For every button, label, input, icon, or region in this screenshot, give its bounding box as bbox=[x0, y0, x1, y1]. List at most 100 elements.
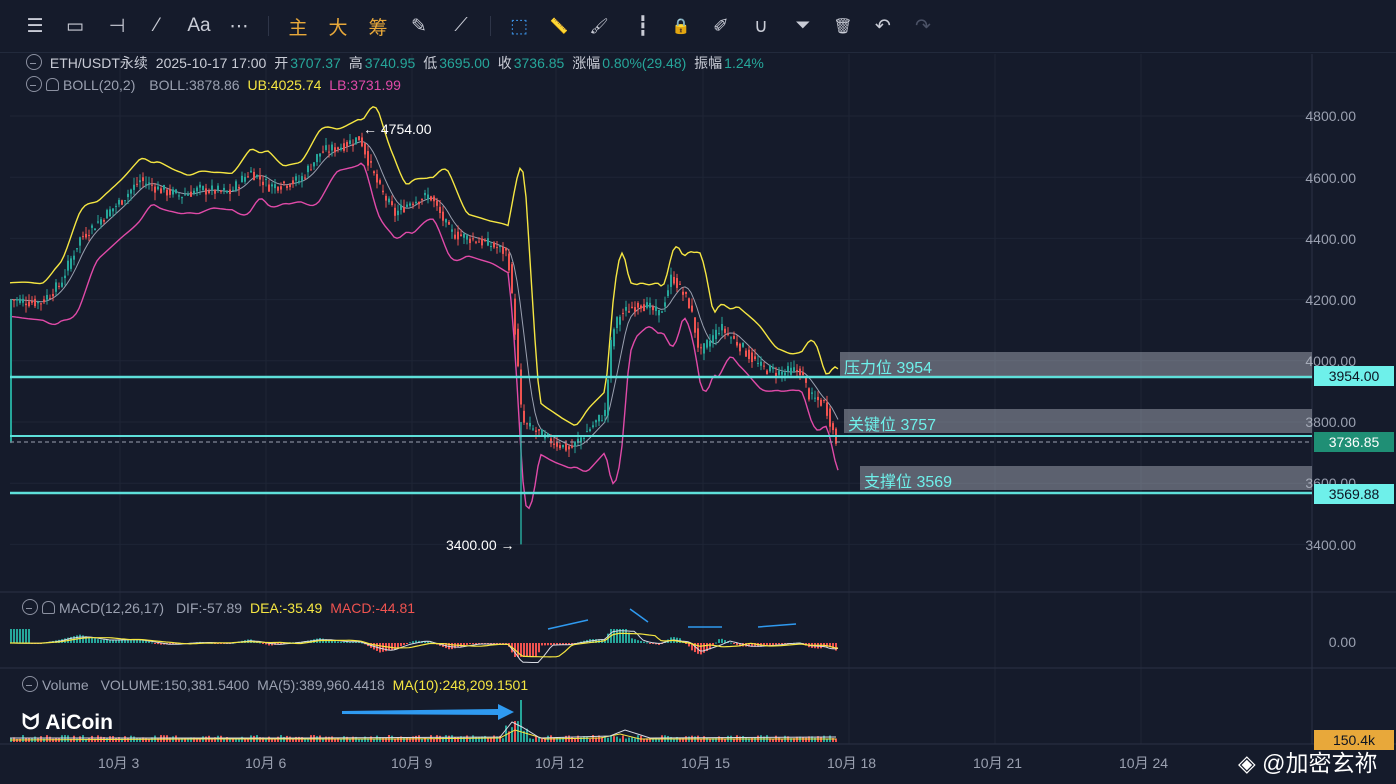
alert-bell-icon[interactable] bbox=[42, 601, 55, 614]
candle-body bbox=[43, 299, 45, 303]
high-label: 高 bbox=[348, 55, 363, 71]
macd-bar bbox=[145, 640, 147, 643]
macd-bar bbox=[619, 629, 621, 643]
edit-chart-icon[interactable]: ✎ bbox=[411, 15, 427, 37]
chip-distribution-button[interactable]: 筹 bbox=[368, 17, 388, 39]
volume-bar bbox=[832, 738, 834, 742]
macd-bar bbox=[106, 639, 108, 643]
volume-bar bbox=[442, 737, 444, 742]
macd-bar bbox=[136, 639, 138, 643]
candle-body bbox=[448, 221, 450, 225]
candle-body bbox=[361, 137, 363, 147]
rectangle-tool-icon[interactable]: ▭ bbox=[66, 15, 84, 37]
candle-body bbox=[169, 189, 171, 195]
candle-body bbox=[676, 278, 678, 288]
candle-body bbox=[220, 190, 222, 192]
candle-body bbox=[637, 302, 639, 308]
candle-body bbox=[433, 196, 435, 202]
candle-body bbox=[541, 429, 543, 436]
ruler-icon[interactable]: 📏 bbox=[549, 18, 569, 35]
big-order-button[interactable]: 大 bbox=[328, 17, 348, 39]
candle-body bbox=[310, 169, 312, 171]
macd-bar bbox=[556, 643, 558, 646]
trend-arrow bbox=[547, 619, 589, 630]
note-icon[interactable]: ✐ bbox=[713, 15, 729, 37]
candle-body bbox=[526, 423, 528, 425]
volume-bar bbox=[61, 735, 63, 742]
macd-bar bbox=[409, 642, 411, 644]
redo-icon[interactable]: ↷ bbox=[915, 15, 931, 37]
candle-body bbox=[430, 196, 432, 201]
volume-bar bbox=[238, 737, 240, 742]
visibility-toggle-icon[interactable] bbox=[26, 76, 42, 92]
candle-body bbox=[538, 429, 540, 431]
candlestick-icon[interactable]: ┇ bbox=[637, 15, 649, 37]
visibility-toggle-icon[interactable] bbox=[22, 599, 38, 615]
change-value: 0.80%(29.48) bbox=[602, 55, 687, 71]
undo-icon[interactable]: ↶ bbox=[875, 15, 891, 37]
macd-bar bbox=[265, 643, 267, 645]
candle-body bbox=[151, 184, 153, 186]
candle-body bbox=[811, 392, 813, 394]
candle-body bbox=[475, 241, 477, 243]
filter-icon[interactable]: ⏷ bbox=[795, 15, 811, 36]
magnet-icon[interactable]: ∪ bbox=[754, 15, 768, 37]
macd-bar bbox=[736, 643, 738, 646]
volume-bar bbox=[652, 738, 654, 742]
trend-line-tool-icon[interactable]: ⁄ bbox=[155, 15, 159, 36]
volume-bar bbox=[64, 735, 66, 742]
candle-body bbox=[718, 332, 720, 334]
text-tool-icon[interactable]: Aa bbox=[187, 15, 211, 36]
volume-bar bbox=[481, 736, 483, 742]
alert-bell-icon[interactable] bbox=[46, 78, 59, 91]
volume-bar bbox=[229, 737, 231, 742]
candle-body bbox=[124, 200, 126, 202]
candle-body bbox=[346, 142, 348, 147]
candle-body bbox=[562, 444, 564, 448]
menu-icon[interactable]: ☰ bbox=[26, 15, 44, 37]
candle-body bbox=[193, 190, 195, 194]
visibility-toggle-icon[interactable] bbox=[26, 54, 42, 70]
ruler-line-icon[interactable]: ⟋ bbox=[454, 15, 468, 36]
macd-bar bbox=[139, 639, 141, 643]
candle-body bbox=[520, 369, 522, 405]
volume-bar bbox=[733, 738, 735, 742]
volume-bar bbox=[781, 738, 783, 742]
key-level-box[interactable]: 关键位 3757 bbox=[844, 409, 1312, 434]
brush-icon[interactable]: 🖌 bbox=[589, 18, 609, 35]
lock-icon[interactable]: 🔒 bbox=[671, 18, 691, 35]
candle-body bbox=[757, 362, 759, 364]
volume-bar bbox=[535, 736, 537, 742]
volume-bar bbox=[292, 738, 294, 742]
more-icon[interactable]: ⋯ bbox=[229, 15, 249, 37]
candle-body bbox=[664, 302, 666, 307]
select-tool-icon[interactable]: ⬚ bbox=[510, 15, 528, 37]
horizontal-line-tool-icon[interactable]: ⊣ bbox=[108, 15, 126, 37]
volume-bar bbox=[385, 737, 387, 742]
volume-bar bbox=[337, 737, 339, 742]
candle-body bbox=[271, 184, 273, 187]
volume-bar bbox=[679, 737, 681, 742]
visibility-toggle-icon[interactable] bbox=[22, 676, 38, 692]
macd-bar bbox=[328, 639, 330, 643]
macd-bar bbox=[346, 641, 348, 643]
trend-arrow bbox=[757, 623, 797, 628]
candle-body bbox=[307, 165, 309, 173]
macd-bar bbox=[826, 643, 828, 647]
price-tick: 3400.00 bbox=[1305, 537, 1356, 553]
volume-bar bbox=[262, 737, 264, 742]
high-price-marker: ← 4754.00 bbox=[363, 121, 432, 137]
main-indicator-button[interactable]: 主 bbox=[288, 17, 308, 39]
macd-bar bbox=[13, 629, 15, 643]
support-level-box[interactable]: 支撑位 3569 bbox=[860, 466, 1312, 491]
resistance-level-box[interactable]: 压力位 3954 bbox=[840, 352, 1312, 377]
candle-body bbox=[418, 201, 420, 205]
trash-icon[interactable]: 🗑 bbox=[833, 18, 853, 35]
candle-body bbox=[478, 241, 480, 243]
macd-bar bbox=[724, 640, 726, 643]
candle-body bbox=[223, 187, 225, 191]
candle-body bbox=[229, 189, 231, 194]
macd-bar bbox=[634, 639, 636, 643]
candle-body bbox=[196, 187, 198, 192]
